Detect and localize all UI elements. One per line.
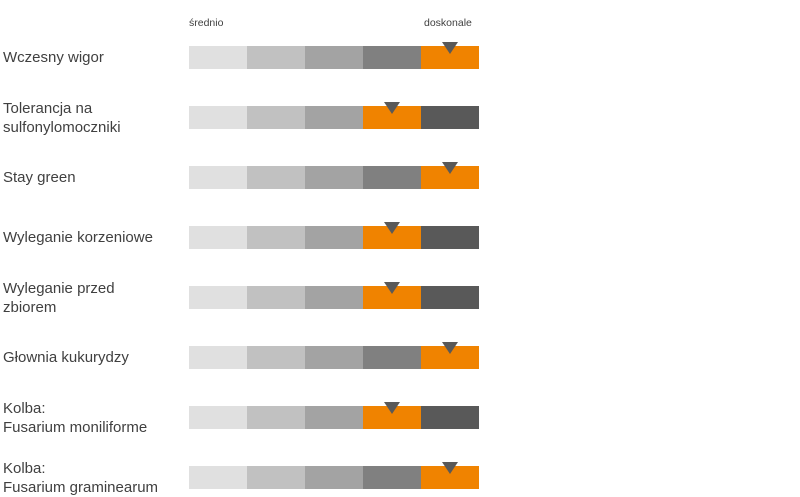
trait-label: Kolba: Fusarium graminearum	[3, 459, 158, 497]
rating-segment-highlighted	[363, 286, 421, 309]
scale-low-label: średnio	[189, 17, 224, 29]
rating-segment	[189, 166, 247, 189]
rating-segment	[189, 46, 247, 69]
rating-segment	[189, 406, 247, 429]
rating-segment	[189, 466, 247, 489]
rating-segment	[305, 286, 363, 309]
trait-label-line: Stay green	[3, 169, 76, 186]
rating-marker	[442, 162, 458, 174]
rating-marker	[442, 462, 458, 474]
rating-segment	[421, 226, 479, 249]
trait-label-line: Tolerancja na	[3, 99, 93, 117]
rating-marker	[384, 222, 400, 234]
rating-segment	[305, 106, 363, 129]
rating-segment	[305, 406, 363, 429]
rating-segment	[189, 226, 247, 249]
scale-high-label: doskonale	[424, 17, 472, 29]
rating-segment	[421, 106, 479, 129]
trait-label: Głownia kukurydzy	[3, 348, 129, 367]
rating-segment	[305, 166, 363, 189]
trait-label-line: sulfonylomoczniki	[3, 118, 121, 136]
rating-segment	[305, 346, 363, 369]
rating-segment-highlighted	[363, 226, 421, 249]
trait-label-line: Wyleganie przed	[3, 279, 115, 297]
trait-label: Wyleganie korzeniowe	[3, 228, 153, 247]
trait-label-line: Wczesny wigor	[3, 49, 104, 66]
rating-segment	[189, 286, 247, 309]
rating-segment	[305, 226, 363, 249]
rating-marker	[384, 102, 400, 114]
trait-label-line: Fusarium moniliforme	[3, 418, 148, 436]
rating-marker	[442, 42, 458, 54]
rating-marker	[384, 402, 400, 414]
rating-segment	[247, 106, 305, 129]
trait-label: Tolerancja na sulfonylomoczniki	[3, 99, 121, 137]
rating-segment-highlighted	[421, 166, 479, 189]
rating-segment	[305, 466, 363, 489]
rating-segment	[247, 346, 305, 369]
rating-segment-highlighted	[421, 466, 479, 489]
rating-segment-highlighted	[363, 406, 421, 429]
rating-segment	[363, 166, 421, 189]
trait-label-line: Głownia kukurydzy	[3, 349, 129, 366]
rating-segment-highlighted	[421, 346, 479, 369]
rating-segment-highlighted	[421, 46, 479, 69]
trait-label-line: zbiorem	[3, 298, 57, 316]
trait-label: Stay green	[3, 168, 76, 187]
trait-label: Wczesny wigor	[3, 48, 104, 67]
trait-label-line: Kolba:	[3, 399, 46, 417]
trait-label-line: Kolba:	[3, 459, 46, 477]
rating-segment-highlighted	[363, 106, 421, 129]
rating-segment	[247, 166, 305, 189]
rating-segment	[305, 46, 363, 69]
trait-label-line: Wyleganie korzeniowe	[3, 229, 153, 246]
rating-marker	[442, 342, 458, 354]
rating-segment	[421, 406, 479, 429]
rating-segment	[247, 406, 305, 429]
rating-segment	[189, 106, 247, 129]
rating-segment	[247, 286, 305, 309]
trait-label: Wyleganie przed zbiorem	[3, 279, 115, 317]
trait-label: Kolba: Fusarium moniliforme	[3, 399, 147, 437]
rating-segment	[363, 46, 421, 69]
rating-segment	[247, 466, 305, 489]
rating-segment	[421, 286, 479, 309]
rating-marker	[384, 282, 400, 294]
rating-segment	[247, 226, 305, 249]
rating-segment	[189, 346, 247, 369]
trait-label-line: Fusarium graminearum	[3, 478, 159, 496]
rating-segment	[363, 346, 421, 369]
rating-segment	[363, 466, 421, 489]
rating-segment	[247, 46, 305, 69]
